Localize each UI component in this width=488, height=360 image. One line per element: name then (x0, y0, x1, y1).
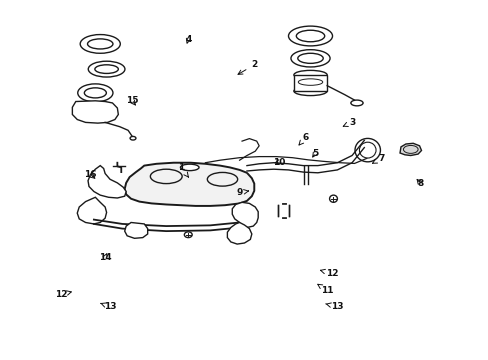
Ellipse shape (288, 26, 332, 46)
Text: 15: 15 (125, 96, 138, 105)
Ellipse shape (293, 71, 326, 80)
Ellipse shape (130, 136, 136, 140)
Polygon shape (77, 197, 106, 224)
Text: 4: 4 (184, 35, 191, 44)
Ellipse shape (84, 88, 106, 98)
Polygon shape (293, 75, 326, 91)
Text: 16: 16 (84, 170, 97, 179)
Polygon shape (88, 166, 126, 198)
Ellipse shape (290, 50, 329, 67)
Polygon shape (399, 143, 421, 156)
Text: 10: 10 (272, 158, 285, 166)
Ellipse shape (78, 84, 113, 102)
Polygon shape (227, 222, 251, 244)
Text: 7: 7 (372, 154, 384, 163)
Polygon shape (232, 202, 258, 228)
Polygon shape (124, 163, 254, 206)
Ellipse shape (150, 169, 182, 184)
Polygon shape (124, 222, 147, 238)
Ellipse shape (80, 35, 120, 53)
Text: 9: 9 (236, 188, 248, 197)
Ellipse shape (354, 139, 380, 162)
Ellipse shape (180, 164, 199, 171)
Ellipse shape (297, 53, 323, 63)
Text: 11: 11 (317, 284, 333, 295)
Text: 1: 1 (178, 163, 188, 177)
Text: 8: 8 (416, 179, 423, 188)
Text: 6: 6 (298, 133, 308, 145)
Polygon shape (72, 101, 118, 123)
Ellipse shape (350, 100, 362, 106)
Text: 5: 5 (312, 149, 318, 158)
Text: 13: 13 (325, 302, 343, 311)
Text: 14: 14 (99, 253, 111, 262)
Ellipse shape (184, 232, 192, 238)
Text: 3: 3 (343, 118, 354, 127)
Ellipse shape (207, 172, 237, 186)
Text: 2: 2 (238, 60, 257, 75)
Ellipse shape (95, 65, 118, 73)
Text: 12: 12 (55, 290, 71, 299)
Ellipse shape (293, 87, 326, 96)
Text: 12: 12 (320, 269, 338, 278)
Ellipse shape (296, 30, 324, 42)
Ellipse shape (87, 39, 113, 49)
Text: 13: 13 (101, 302, 116, 311)
Ellipse shape (329, 195, 337, 202)
Ellipse shape (88, 61, 125, 77)
